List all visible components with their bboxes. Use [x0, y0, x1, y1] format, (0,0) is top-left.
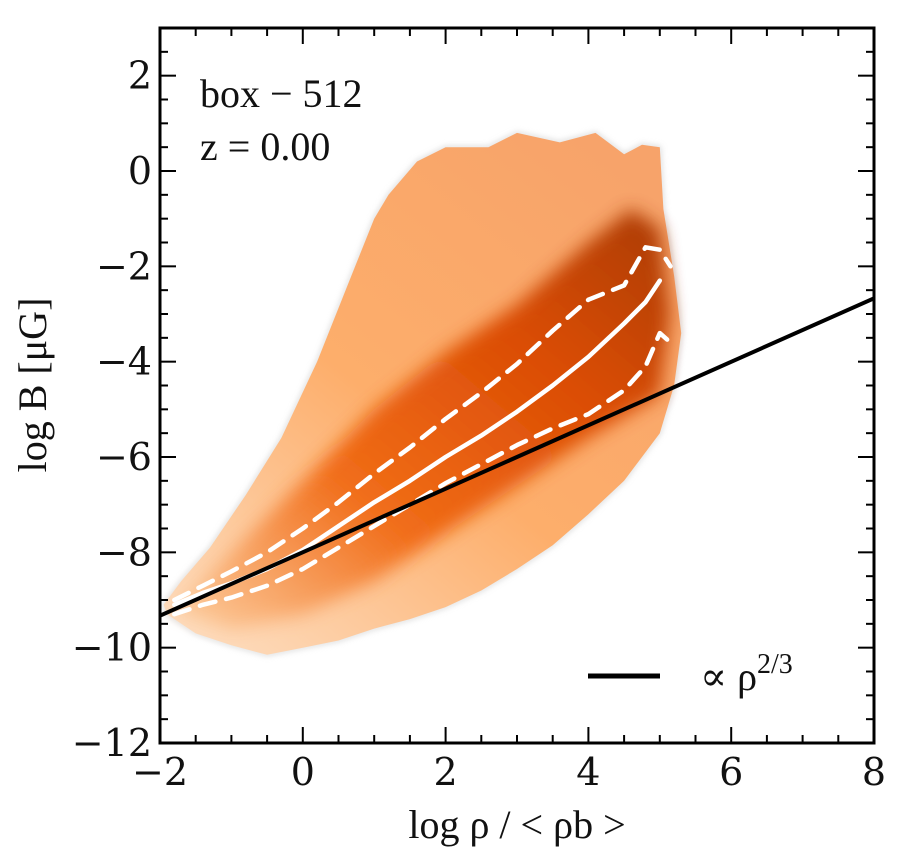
x-tick-label: 6	[719, 750, 743, 794]
series-line-2	[172, 330, 673, 617]
legend-exponent: 2/3	[757, 649, 793, 680]
x-axis-title: log ρ / < ρb >	[408, 802, 625, 847]
tick-labels: −2 0 2 4 6 8 −12 −10 −8 −6 −4 −2 0 2	[72, 54, 886, 794]
tick-marks	[159, 27, 875, 744]
series-line-3	[160, 296, 874, 618]
y-tick-label: −12	[72, 721, 152, 765]
y-tick-label: 0	[128, 149, 152, 193]
series-line-1	[172, 245, 673, 603]
x-tick-label: 2	[434, 750, 458, 794]
y-tick-label: −2	[96, 244, 152, 288]
legend-label: ∝ ρ2/3	[700, 649, 793, 699]
y-tick-label: −6	[96, 435, 152, 479]
x-tick-label: 4	[576, 750, 600, 794]
y-tick-label: 2	[128, 54, 152, 98]
y-tick-label: −8	[96, 530, 152, 574]
x-tick-label: 0	[291, 750, 315, 794]
y-axis-title: log B [μG]	[10, 298, 55, 473]
y-tick-label: −4	[96, 340, 152, 384]
x-tick-label: 8	[862, 750, 886, 794]
run-label: box − 512	[200, 71, 363, 116]
y-tick-label: −10	[72, 626, 152, 670]
density-core	[174, 209, 671, 629]
redshift-label: z = 0.00	[200, 124, 330, 169]
x-tick-label: −2	[132, 750, 188, 794]
series-layer	[160, 245, 874, 618]
plot-area	[160, 131, 874, 656]
